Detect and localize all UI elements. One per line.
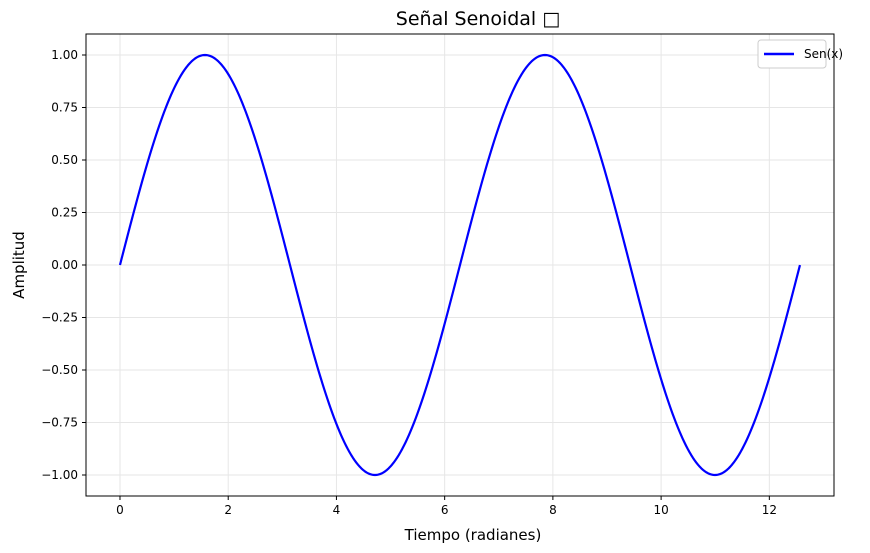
x-tick-label: 10 [653,503,668,517]
series-line-sen-x [118,53,802,477]
x-tick-label: 0 [116,503,124,517]
x-tick-label: 2 [224,503,232,517]
y-tick-label: −0.50 [41,363,78,377]
y-tick-label: 0.00 [51,258,78,272]
chart-title: Señal Senoidal □ [396,8,560,30]
x-axis-ticks: 0 2 4 6 8 10 12 [116,496,777,517]
legend: Sen(x) [757,39,843,69]
legend-label: Sen(x) [804,47,843,61]
x-tick-label: 6 [441,503,449,517]
y-tick-label: −0.75 [41,416,78,430]
y-tick-label: 1.00 [51,48,78,62]
y-axis-ticks: 1.00 0.75 0.50 0.25 0.00 −0.25 −0.50 −0.75 −1.00 [41,48,86,482]
y-tick-label: −1.00 [41,468,78,482]
y-gridlines [86,54,834,476]
y-tick-label: 0.25 [51,206,78,220]
y-tick-label: −0.25 [41,311,78,325]
y-tick-label: 0.50 [51,153,78,167]
y-tick-label: 0.75 [51,101,78,115]
y-axis-label: Amplitud [10,231,28,299]
x-tick-label: 8 [549,503,557,517]
x-axis-label: Tiempo (radianes) [404,526,542,544]
series-layer [118,53,802,477]
x-tick-label: 4 [333,503,341,517]
x-tick-label: 12 [762,503,777,517]
